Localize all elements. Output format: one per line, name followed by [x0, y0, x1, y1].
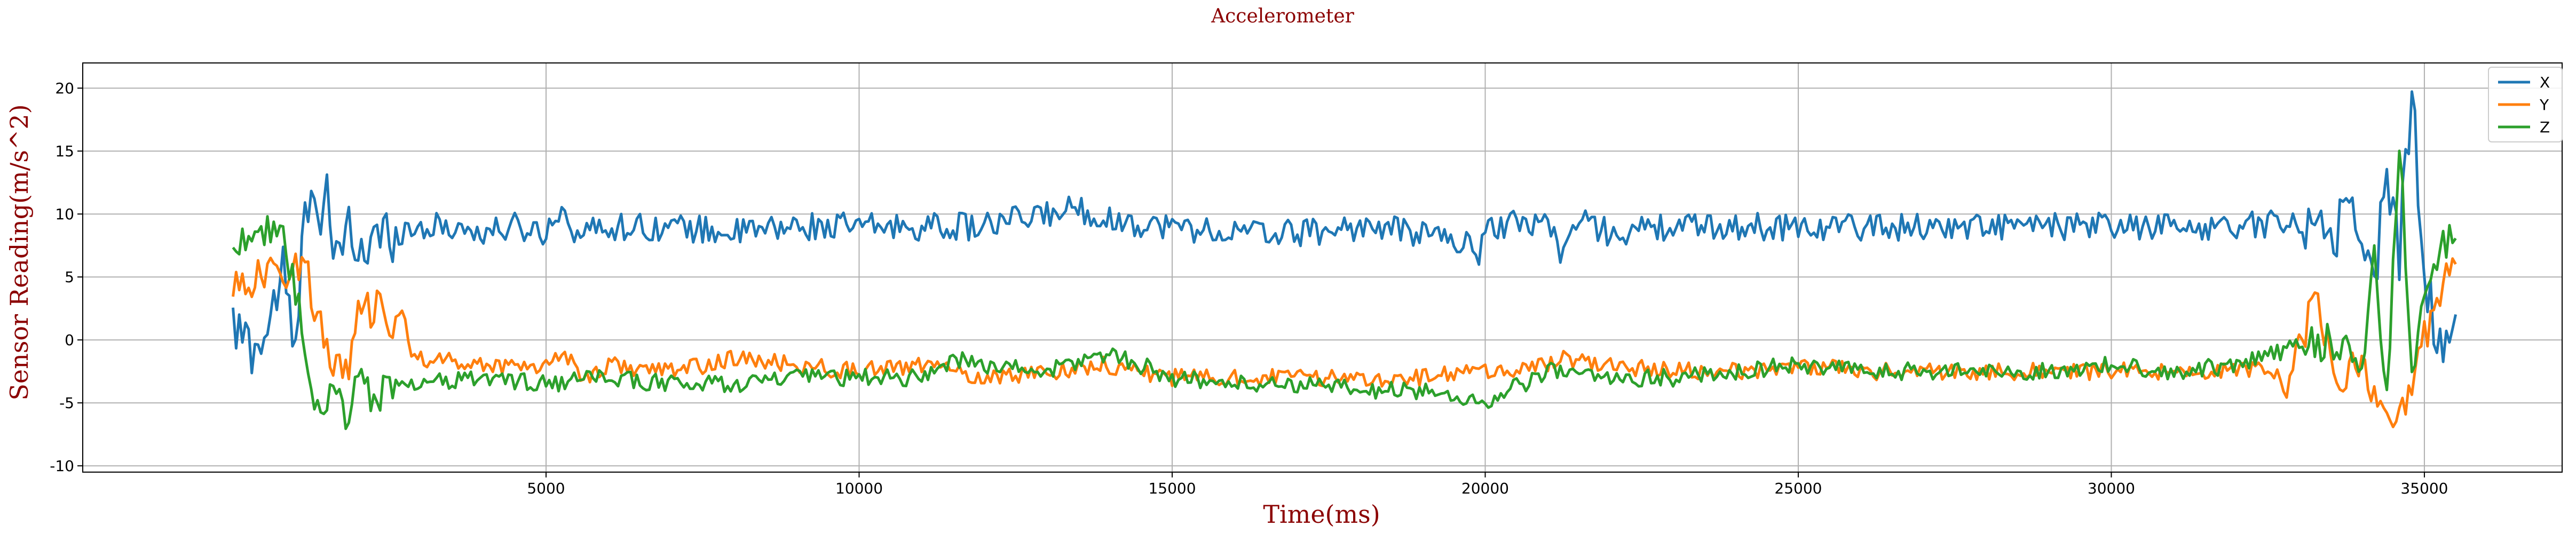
x-tick-label: 5000	[527, 480, 565, 497]
x-tick-label: 20000	[1461, 480, 1509, 497]
y-tick-label: 10	[55, 205, 74, 223]
x-tick-label: 10000	[835, 480, 883, 497]
series-lines	[232, 90, 2458, 431]
y-tick-label: 15	[55, 142, 74, 160]
series-line-x	[232, 90, 2458, 374]
y-axis-label: Sensor Reading(m/s^2)	[5, 104, 34, 400]
y-axis-ticks: -10 -5 0 5 10 15 20	[50, 79, 83, 475]
y-tick-label: 20	[55, 79, 74, 97]
y-tick-label: 0	[65, 331, 74, 349]
x-tick-label: 25000	[1774, 480, 1822, 497]
chart-title: Accelerometer	[1211, 5, 1355, 27]
series-line-z	[232, 149, 2457, 431]
legend-label-z: Z	[2540, 118, 2550, 136]
y-tick-label: -5	[59, 394, 74, 412]
legend-label-x: X	[2540, 74, 2550, 91]
x-axis-ticks: 5000 10000 15000 20000 25000 30000 35000	[527, 472, 2448, 497]
legend: XYZ	[2488, 67, 2563, 142]
grid	[83, 63, 2562, 472]
plot-frame	[82, 62, 2563, 473]
y-tick-label: -10	[50, 457, 74, 475]
y-tick-label: 5	[65, 268, 74, 286]
legend-label-y: Y	[2539, 96, 2549, 114]
x-tick-label: 30000	[2088, 480, 2135, 497]
x-tick-label: 35000	[2400, 480, 2448, 497]
x-axis-label: Time(ms)	[1263, 500, 1380, 529]
x-tick-label: 15000	[1148, 480, 1196, 497]
